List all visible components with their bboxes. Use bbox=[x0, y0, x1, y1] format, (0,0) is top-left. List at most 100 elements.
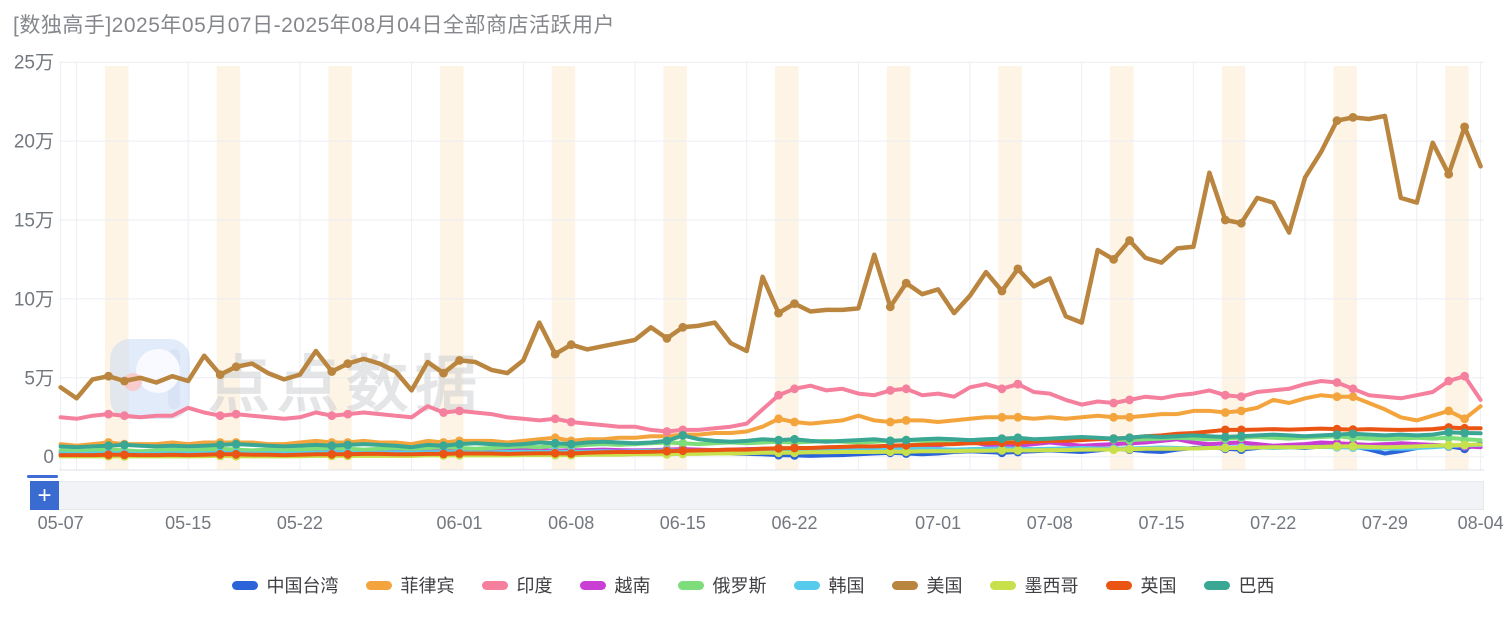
y-axis-label: 5万 bbox=[24, 368, 54, 389]
data-point bbox=[901, 435, 911, 445]
data-point bbox=[1460, 440, 1469, 450]
data-point bbox=[1013, 412, 1023, 422]
data-point bbox=[1348, 384, 1358, 394]
data-point bbox=[120, 450, 129, 460]
legend-item-越南[interactable]: 越南 bbox=[579, 572, 651, 598]
legend-label: 墨西哥 bbox=[1024, 576, 1079, 596]
data-point bbox=[1109, 412, 1118, 422]
data-point bbox=[1013, 446, 1023, 455]
data-point bbox=[997, 286, 1007, 296]
datazoom-track[interactable] bbox=[30, 481, 1484, 510]
data-point bbox=[1236, 425, 1246, 435]
y-axis-label: 20万 bbox=[14, 132, 54, 153]
x-axis-label: 06-15 bbox=[660, 513, 706, 533]
legend-label: 英国 bbox=[1140, 576, 1177, 596]
data-point bbox=[1013, 379, 1023, 389]
data-point bbox=[1220, 432, 1230, 442]
data-point bbox=[885, 436, 895, 446]
chart-title: [数独高手]2025年05月07日-2025年08月04日全部商店活跃用户 bbox=[13, 14, 616, 37]
data-point bbox=[1125, 412, 1134, 422]
data-point bbox=[1220, 390, 1230, 400]
legend-label: 韩国 bbox=[828, 576, 865, 596]
legend-item-俄罗斯[interactable]: 俄罗斯 bbox=[677, 572, 767, 598]
legend-item-中国台湾[interactable]: 中国台湾 bbox=[231, 572, 339, 598]
data-point bbox=[215, 411, 225, 421]
legend-label: 美国 bbox=[926, 576, 963, 596]
data-point bbox=[997, 384, 1007, 394]
data-point bbox=[439, 408, 448, 417]
data-point bbox=[1332, 392, 1342, 402]
legend-label: 俄罗斯 bbox=[712, 576, 767, 596]
legend-swatch-icon bbox=[677, 580, 704, 590]
legend-label: 巴西 bbox=[1238, 576, 1275, 596]
data-point bbox=[120, 411, 129, 421]
data-point bbox=[1332, 442, 1342, 451]
data-point bbox=[885, 302, 895, 312]
data-point bbox=[1348, 392, 1358, 402]
data-point bbox=[120, 376, 129, 386]
legend-item-印度[interactable]: 印度 bbox=[481, 572, 553, 598]
data-point bbox=[104, 441, 113, 451]
y-axis-label: 10万 bbox=[14, 289, 54, 310]
data-point bbox=[1236, 406, 1246, 416]
data-point bbox=[1220, 408, 1230, 417]
data-point bbox=[678, 438, 688, 448]
data-point bbox=[1125, 395, 1134, 405]
data-point bbox=[790, 299, 799, 308]
legend-swatch-icon bbox=[793, 580, 820, 590]
data-point bbox=[678, 322, 688, 332]
data-point bbox=[120, 440, 129, 450]
y-axis-label: 0 bbox=[43, 447, 54, 468]
legend-item-菲律宾[interactable]: 菲律宾 bbox=[365, 572, 455, 598]
series-line-美国 bbox=[58, 113, 1483, 401]
data-point bbox=[455, 449, 464, 458]
data-point bbox=[1460, 428, 1469, 438]
data-point bbox=[231, 362, 241, 372]
legend-item-美国[interactable]: 美国 bbox=[891, 572, 963, 598]
data-point bbox=[1236, 392, 1246, 402]
data-point bbox=[439, 441, 448, 451]
data-point bbox=[1220, 443, 1230, 453]
scrollbar-thumb[interactable] bbox=[27, 475, 58, 478]
legend-item-英国[interactable]: 英国 bbox=[1105, 572, 1177, 598]
data-point bbox=[997, 446, 1007, 455]
weekend-band bbox=[886, 66, 911, 470]
data-point bbox=[566, 439, 576, 449]
data-point bbox=[1444, 427, 1454, 437]
data-point bbox=[1332, 430, 1342, 439]
data-point bbox=[1444, 406, 1454, 416]
zoom-add-button[interactable]: + bbox=[30, 481, 59, 510]
data-point bbox=[343, 359, 353, 368]
data-point bbox=[662, 427, 672, 436]
data-point bbox=[104, 450, 113, 460]
data-point bbox=[104, 371, 113, 381]
data-point bbox=[1109, 255, 1118, 264]
legend-item-墨西哥[interactable]: 墨西哥 bbox=[989, 572, 1079, 598]
legend-item-韩国[interactable]: 韩国 bbox=[793, 572, 865, 598]
weekend-band bbox=[663, 66, 687, 470]
legend-swatch-icon bbox=[1203, 580, 1230, 590]
legend-swatch-icon bbox=[579, 580, 606, 590]
x-axis-label: 07-01 bbox=[915, 513, 961, 533]
data-point bbox=[1013, 264, 1023, 274]
data-point bbox=[997, 434, 1007, 443]
legend-item-巴西[interactable]: 巴西 bbox=[1203, 572, 1275, 598]
data-point bbox=[327, 367, 337, 376]
data-point bbox=[1220, 215, 1230, 225]
data-point bbox=[1460, 122, 1469, 132]
data-point bbox=[215, 440, 225, 450]
data-point bbox=[550, 414, 560, 424]
data-point bbox=[678, 446, 688, 456]
data-point bbox=[327, 449, 337, 459]
x-axis-label: 05-15 bbox=[165, 513, 211, 533]
data-point bbox=[1109, 445, 1118, 454]
data-point bbox=[1348, 113, 1358, 122]
x-axis-label: 05-07 bbox=[38, 513, 84, 533]
data-point bbox=[439, 368, 448, 378]
data-point bbox=[1109, 398, 1118, 408]
x-axis-label: 05-22 bbox=[277, 513, 323, 533]
data-point bbox=[1236, 443, 1246, 453]
data-point bbox=[550, 448, 560, 458]
